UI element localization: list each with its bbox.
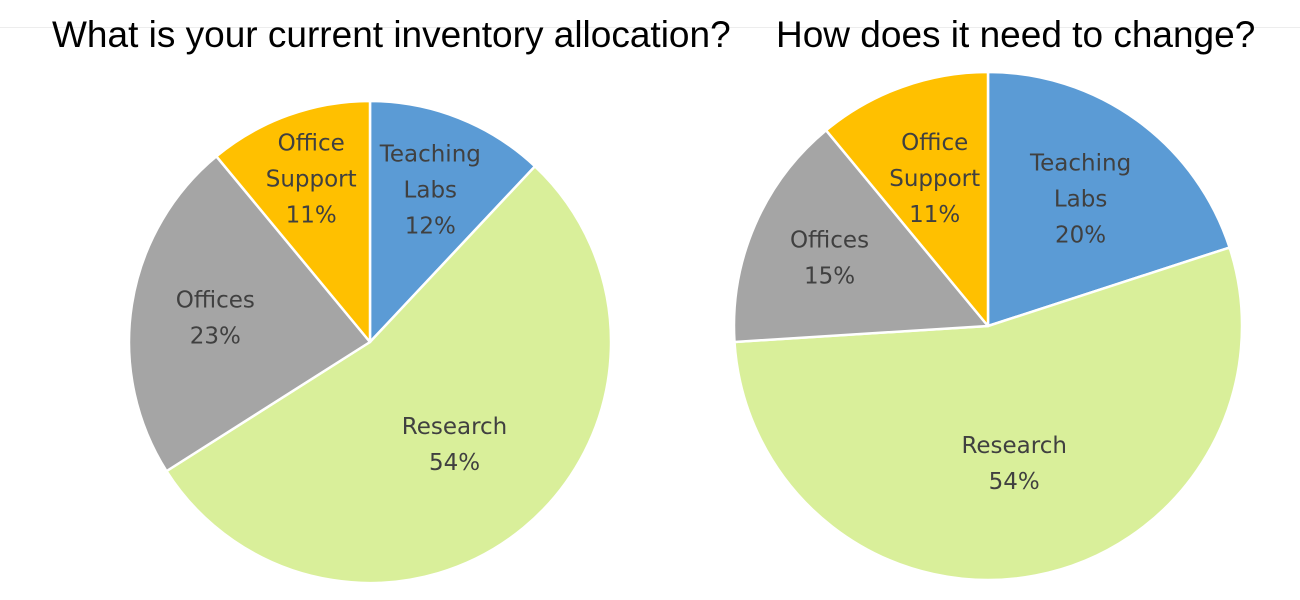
slice-label-office-support: Office Support 11% [889,130,980,228]
slice-name-label: Offices [790,227,869,253]
slice-name-label: Office [278,131,345,157]
slice-name-label: Office [901,130,968,156]
slice-value-label: 11% [909,202,960,228]
pie-chart-change: Teaching Labs 20%Research 54%Offices 15%Offi… [732,70,1244,582]
slice-value-label: 11% [286,203,337,229]
slice-label-teaching-labs: Teaching Labs 12% [379,142,481,240]
slice-value-label: 20% [1055,223,1106,249]
slice-name-label: Teaching [1029,151,1131,177]
pie-slice-offices [732,129,990,344]
pie-slice-research [733,246,1244,582]
slice-name-label: Teaching [379,142,481,168]
slice-name-label: Labs [1054,187,1108,213]
slice-value-label: 12% [405,214,456,240]
pie-slice-office-support [824,70,990,328]
slice-label-office-support: Office Support 11% [266,131,357,229]
pie-slice-offices [127,155,372,473]
left-chart-title: What is your current inventory allocatio… [52,14,731,55]
slice-value-label: 54% [429,450,480,476]
slice-label-offices: Offices 23% [176,288,255,350]
pie-slice-research [165,165,613,585]
slice-name-label: Support [266,167,357,193]
pie-slice-teaching-labs [986,70,1231,328]
slice-value-label: 54% [989,469,1040,495]
slice-value-label: 23% [190,324,241,350]
slice-name-label: Offices [176,288,255,314]
slice-name-label: Labs [404,178,458,204]
slice-label-teaching-labs: Teaching Labs 20% [1029,151,1131,249]
pie-chart-current: Teaching Labs 12%Research 54%Offices 23%Offi… [127,99,613,585]
slice-label-research: Research 54% [402,414,508,476]
slice-name-label: Research [961,433,1067,459]
slice-name-label: Support [889,166,980,192]
slice-value-label: 15% [804,263,855,289]
slice-label-research: Research 54% [961,433,1067,495]
pie-slice-office-support [215,99,372,344]
pie-slice-teaching-labs [368,99,537,344]
top-divider [0,27,1300,28]
right-chart-title: How does it need to change? [776,14,1256,55]
slice-name-label: Research [402,414,508,440]
slice-label-offices: Offices 15% [790,227,869,289]
